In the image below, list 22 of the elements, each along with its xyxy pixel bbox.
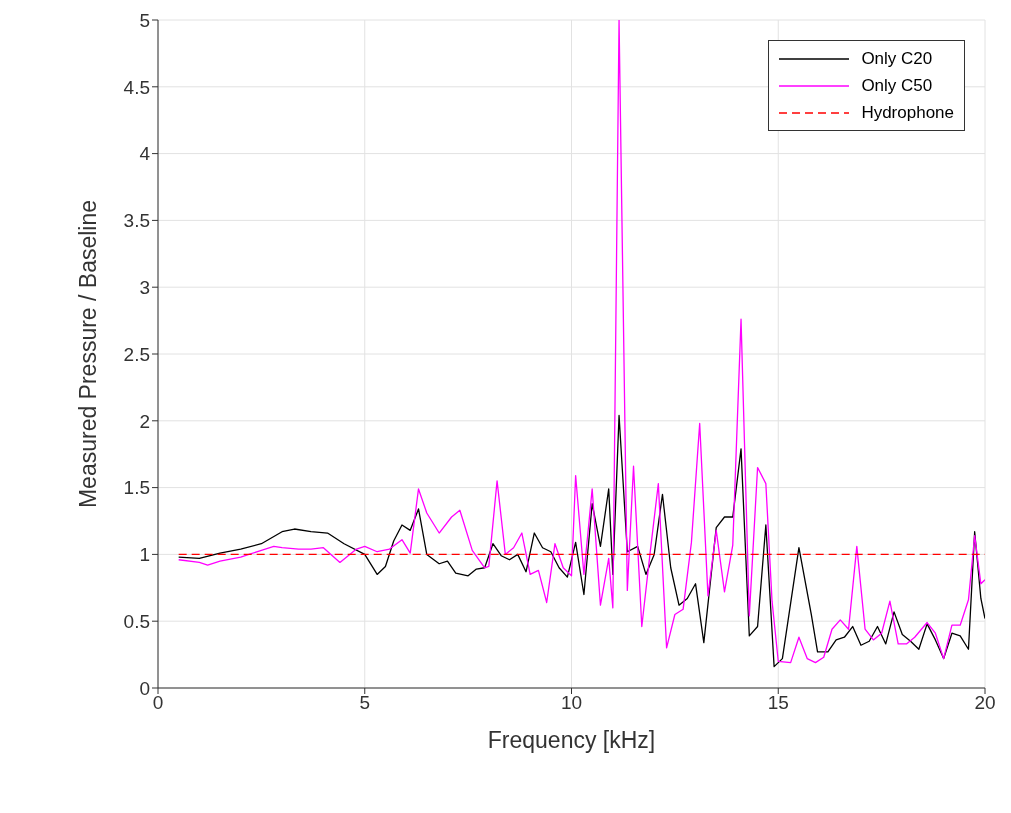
y-tick-label: 2: [139, 410, 150, 432]
y-tick-label: 5: [139, 9, 150, 31]
x-tick-label: 20: [974, 692, 996, 714]
y-axis-title: Measured Pressure / Baseline: [75, 199, 102, 509]
y-tick-label: 0: [139, 677, 150, 699]
x-tick-label: 5: [359, 692, 371, 714]
y-tick-label: 0.5: [123, 610, 150, 632]
y-tick-label: 4.5: [123, 76, 150, 98]
legend-label: Only C50: [861, 75, 933, 96]
legend-label: Only C20: [861, 48, 933, 69]
x-axis-title: Frequency [kHz]: [487, 727, 656, 753]
x-tick-label: 15: [767, 692, 789, 714]
line-series: [178, 414, 985, 668]
y-tick-label: 4: [139, 143, 151, 165]
y-tick-label: 2.5: [123, 343, 150, 365]
y-tick-label: 1: [139, 544, 150, 566]
y-tick-label: 3: [139, 276, 150, 298]
line-series: [178, 20, 985, 664]
legend-label: Hydrophone: [861, 102, 954, 123]
y-tick-label: 1.5: [123, 477, 150, 499]
y-tick-label: 3.5: [123, 210, 150, 232]
x-tick-label: 10: [560, 692, 583, 714]
